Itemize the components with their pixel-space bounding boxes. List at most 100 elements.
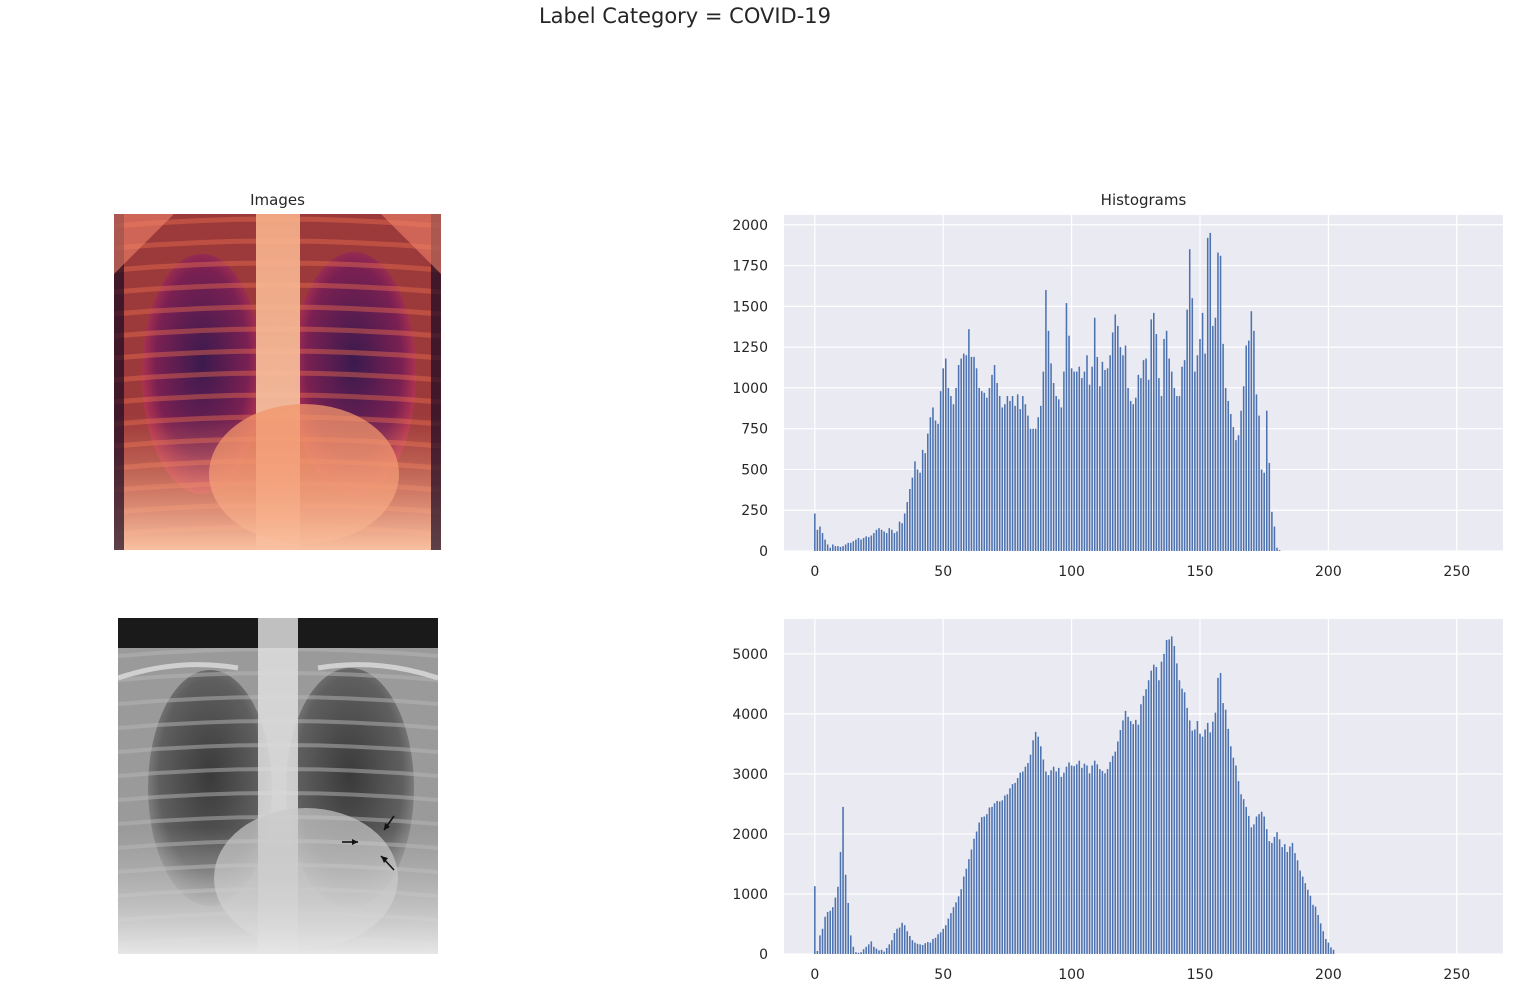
histogram-bar (1127, 716, 1129, 954)
histogram-bar (847, 542, 849, 551)
histogram-bar (916, 943, 919, 954)
histogram-bar (909, 489, 911, 551)
histogram-bar (847, 902, 849, 954)
histogram-bar (1176, 663, 1178, 954)
histogram-bar (1332, 949, 1335, 954)
histogram-bar (1104, 369, 1106, 551)
histogram-bar (901, 922, 903, 954)
histogram-bar (1186, 309, 1188, 551)
histogram-bar (1004, 795, 1006, 954)
histogram-bar (911, 940, 914, 954)
histogram-bar (1327, 942, 1330, 954)
histogram-bar (1155, 667, 1158, 954)
histogram-bar (1163, 653, 1165, 954)
histogram-bar (1309, 895, 1312, 954)
x-tick-label: 100 (1058, 967, 1085, 983)
histogram-bar (1258, 814, 1260, 954)
histogram-bar (1181, 366, 1183, 551)
histogram-bar (1273, 526, 1276, 551)
histogram-bar (996, 383, 998, 551)
histogram-bar (1132, 404, 1134, 551)
histogram-bar (921, 944, 924, 954)
histogram-bar (1016, 778, 1019, 954)
histogram-bar (1209, 732, 1212, 954)
y-tick-label: 750 (741, 422, 768, 438)
histogram-bar (1142, 695, 1145, 954)
histogram-bar (924, 453, 926, 551)
y-tick-label: 3000 (732, 767, 768, 783)
histogram-bar (1183, 360, 1186, 551)
histogram-bar (1230, 746, 1232, 954)
histogram-bar (952, 907, 955, 954)
histogram-bar (957, 365, 960, 551)
histogram-bar (1047, 330, 1050, 551)
histogram-bar (911, 477, 914, 551)
histogram-bar (1063, 772, 1065, 954)
histogram-bar (1073, 766, 1075, 954)
histogram-bar (865, 536, 867, 551)
histogram-bar (1317, 914, 1319, 954)
xray-image-grayscale (118, 618, 438, 954)
histogram-bar (1165, 330, 1168, 551)
histogram-bar (1330, 947, 1332, 954)
histogram-bar (978, 387, 980, 551)
histogram-bar (975, 831, 978, 954)
histogram-bar (1135, 719, 1137, 954)
histogram-bar (1214, 317, 1217, 551)
histogram-bar (1163, 338, 1165, 551)
histogram-bar (878, 950, 880, 954)
histogram-bar (1114, 314, 1117, 551)
histogram-bar (1004, 404, 1006, 551)
histogram-bar (1178, 680, 1181, 954)
histogram-1: 0 50 100 150 200 250 0 250 500 750 1000 1250 1500 175… (732, 215, 1503, 580)
histogram-bar (1106, 769, 1109, 954)
histogram-bar (1093, 760, 1096, 954)
histogram-bar (988, 387, 991, 551)
histogram-bar (1253, 330, 1255, 551)
histogram-bar (1176, 396, 1178, 551)
histogram-bar (839, 851, 842, 954)
histogram-bar (950, 396, 952, 551)
histogram-bar (1140, 378, 1142, 551)
histogram-bar (939, 932, 942, 954)
histogram-bar (1060, 776, 1063, 954)
histogram-bar (1075, 764, 1078, 954)
histogram-bar (993, 803, 996, 954)
histogram-bar (1086, 765, 1088, 954)
histogram-bar (1242, 386, 1245, 551)
histogram-bar (1255, 816, 1258, 954)
histogram-bar (1263, 816, 1265, 954)
histogram-bar (978, 822, 980, 954)
histogram-bar (1232, 427, 1235, 551)
histogram-bar (927, 941, 929, 954)
y-tick-label: 0 (759, 544, 768, 560)
histogram-bar (885, 948, 888, 954)
histogram-bar (860, 952, 862, 954)
histogram-bar (873, 946, 875, 954)
histogram-bar (906, 502, 909, 551)
histogram-bar (1204, 729, 1206, 954)
histogram-bar (1173, 646, 1176, 954)
histogram-bar (1124, 345, 1127, 551)
histogram-bar (1022, 771, 1024, 954)
histogram-bar (1063, 371, 1065, 551)
histogram-bar (1037, 417, 1039, 551)
histogram-bar (1260, 469, 1263, 551)
histogram-bar (1052, 766, 1055, 954)
histogram-bar (1147, 680, 1150, 954)
histogram-bar (1011, 396, 1014, 551)
histogram-bar (898, 927, 901, 954)
histogram-bar (1006, 396, 1009, 551)
histogram-bar (1165, 640, 1168, 954)
histogram-bar (1101, 361, 1104, 551)
histogram-bar (1042, 371, 1045, 551)
histogram-bar (1068, 335, 1070, 551)
histogram-bar (1248, 815, 1250, 954)
histogram-bar (1240, 794, 1242, 954)
histogram-bar (1060, 407, 1063, 551)
histogram-bar (814, 513, 816, 551)
histogram-bar (1081, 378, 1083, 551)
histogram-bar (934, 937, 937, 954)
histogram-bar (980, 817, 983, 954)
y-tick-label: 4000 (732, 707, 768, 723)
